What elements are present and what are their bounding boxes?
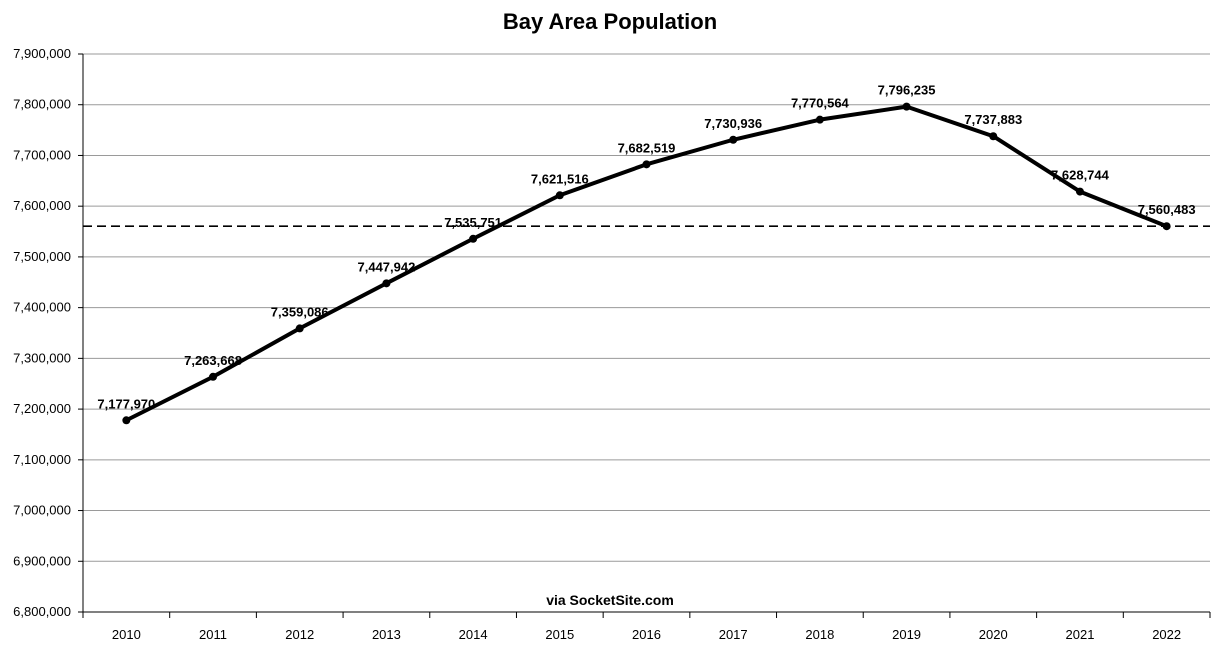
y-tick-label: 7,000,000: [13, 503, 71, 518]
y-tick-label: 6,800,000: [13, 604, 71, 619]
data-label: 7,737,883: [964, 112, 1022, 127]
y-tick-label: 7,400,000: [13, 300, 71, 315]
x-tick-label: 2019: [892, 627, 921, 642]
y-tick-label: 7,600,000: [13, 198, 71, 213]
x-tick-label: 2022: [1152, 627, 1181, 642]
data-point: [902, 102, 911, 111]
data-point: [642, 160, 651, 169]
x-tick-label: 2013: [372, 627, 401, 642]
x-tick-label: 2011: [199, 627, 227, 642]
x-tick-label: 2018: [805, 627, 834, 642]
x-axis: 2010 2011 2012 2013 2014 2015 2016 2017 2018 2019…: [82, 611, 1211, 642]
data-point: [815, 115, 824, 124]
data-point: [122, 416, 131, 425]
x-tick-label: 2012: [285, 627, 314, 642]
y-tick-label: 6,900,000: [13, 553, 71, 568]
y-axis: 6,800,000 6,900,000 7,000,000 7,100,000 7,20…: [13, 46, 84, 619]
series-group: [122, 102, 1171, 425]
data-label: 7,796,235: [878, 83, 936, 98]
data-point: [989, 132, 998, 141]
data-label: 7,560,483: [1138, 202, 1196, 217]
data-label: 7,628,744: [1051, 168, 1110, 183]
data-label: 7,770,564: [791, 96, 850, 111]
y-tick-label: 7,700,000: [13, 147, 71, 162]
data-labels: 7,177,970 7,263,668 7,359,086 7,447,942 7,53…: [97, 83, 1195, 412]
x-tick-label: 2017: [719, 627, 748, 642]
x-tick-label: 2020: [979, 627, 1008, 642]
y-tick-label: 7,100,000: [13, 452, 71, 467]
y-tick-label: 7,800,000: [13, 97, 71, 112]
data-label: 7,730,936: [704, 116, 762, 131]
y-tick-label: 7,200,000: [13, 401, 71, 416]
data-label: 7,359,086: [271, 304, 329, 319]
data-point: [295, 324, 304, 333]
data-label: 7,621,516: [531, 171, 589, 186]
x-tick-label: 2014: [459, 627, 488, 642]
x-tick-label: 2015: [545, 627, 574, 642]
gridlines: [83, 53, 1210, 562]
data-point: [209, 372, 218, 381]
y-tick-label: 7,900,000: [13, 46, 71, 61]
chart-title: Bay Area Population: [503, 9, 717, 34]
data-label: 7,263,668: [184, 353, 242, 368]
data-label: 7,535,751: [444, 215, 502, 230]
data-point: [729, 135, 738, 144]
x-tick-label: 2010: [112, 627, 141, 642]
credit-text: via SocketSite.com: [546, 592, 674, 608]
data-point: [469, 234, 478, 243]
data-point: [555, 191, 564, 200]
data-label: 7,682,519: [618, 140, 676, 155]
y-tick-label: 7,300,000: [13, 350, 71, 365]
data-label: 7,177,970: [97, 396, 155, 411]
x-tick-label: 2021: [1066, 627, 1095, 642]
data-point: [1075, 187, 1084, 196]
data-point: [1162, 222, 1171, 231]
data-point: [382, 279, 391, 288]
y-tick-label: 7,500,000: [13, 249, 71, 264]
data-label: 7,447,942: [358, 259, 416, 274]
x-tick-label: 2016: [632, 627, 661, 642]
